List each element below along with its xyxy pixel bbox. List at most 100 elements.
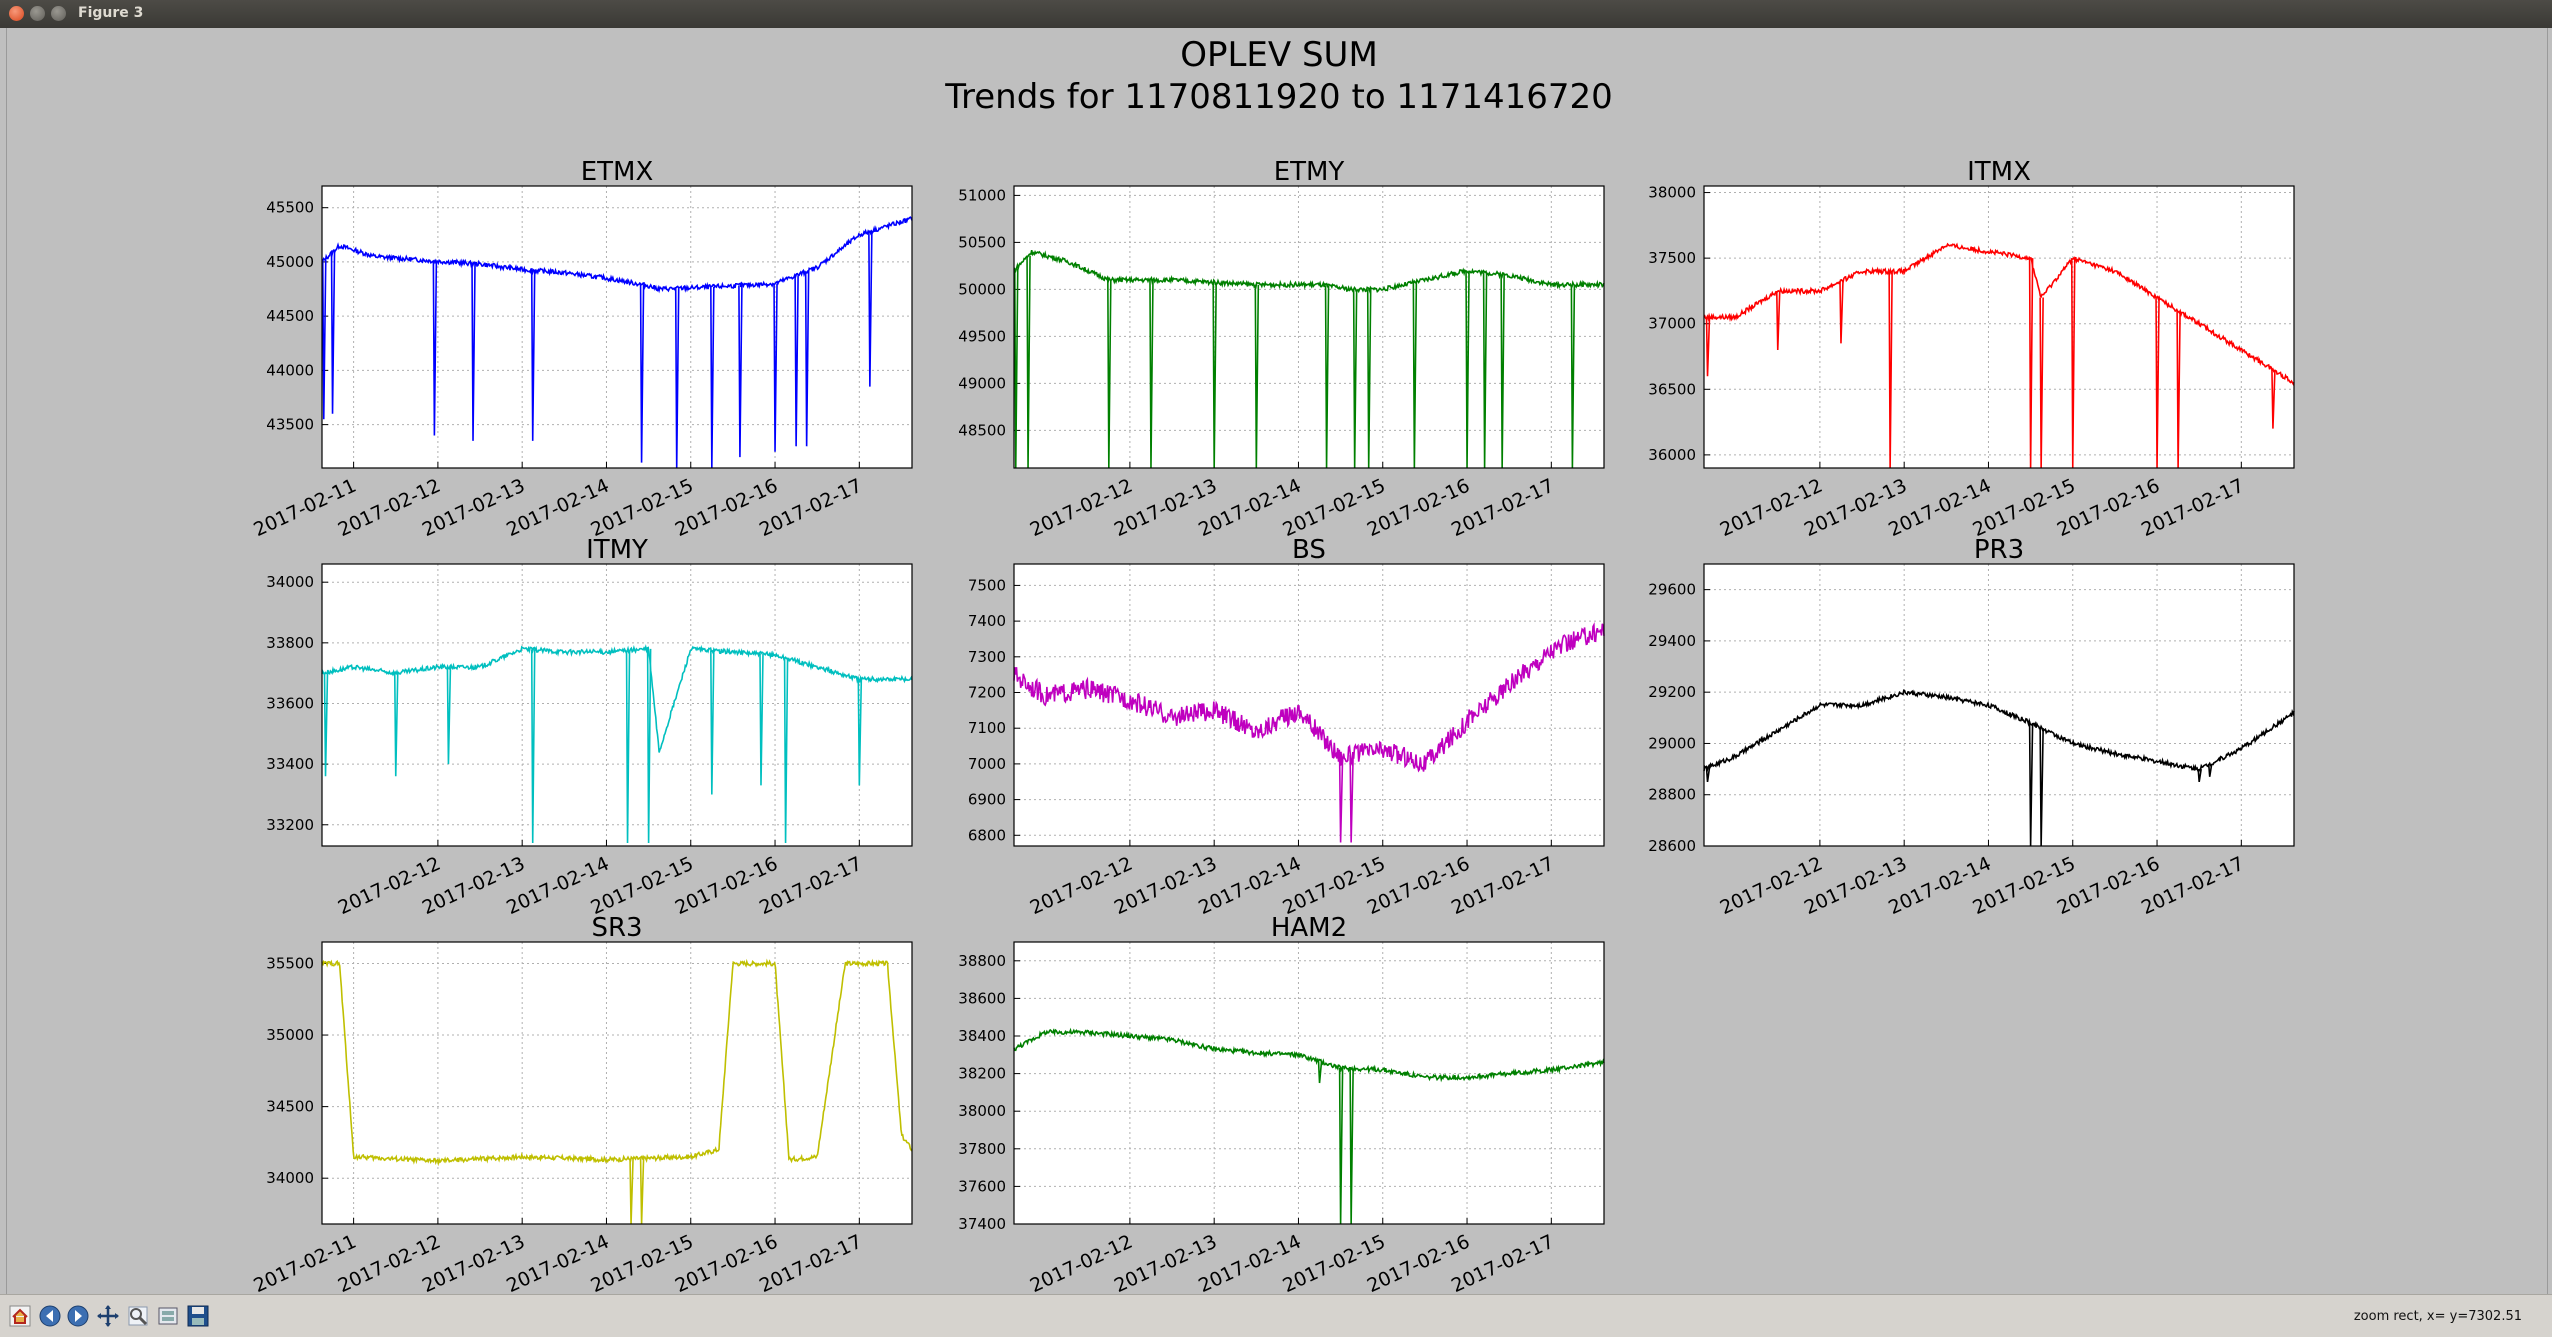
y-tick-label: 45500: [266, 199, 314, 217]
y-tick-label: 38000: [958, 1102, 1006, 1120]
data-line-pr3: [1703, 689, 2295, 773]
data-dip: [323, 672, 329, 777]
zoom-icon[interactable]: [126, 1304, 150, 1328]
y-tick-label: 44500: [266, 307, 314, 325]
data-dip: [446, 667, 452, 765]
y-tick-label: 37600: [958, 1177, 1006, 1195]
y-tick-label: 7300: [968, 648, 1006, 666]
minimize-window-button[interactable]: [30, 6, 45, 21]
y-tick-label: 37500: [1648, 249, 1696, 267]
subplot-ham2: 37400 37600 37800 38000 38200 38400 38600 38800…: [958, 913, 1605, 1297]
y-tick-label: 6900: [968, 791, 1006, 809]
data-line-sr3: [321, 958, 913, 1167]
plot-frame: [321, 941, 913, 1225]
subplot-itmx: 36000365003700037500380002017-02-122017-…: [1648, 157, 2295, 541]
y-tick-label: 48500: [958, 421, 1006, 439]
y-tick-label: 7100: [968, 719, 1006, 737]
subplot-title: ITMX: [1967, 157, 2031, 187]
y-tick-label: 33400: [266, 755, 314, 773]
pan-icon[interactable]: [96, 1304, 120, 1328]
plot-frame: [1013, 563, 1605, 847]
save-icon[interactable]: [186, 1304, 210, 1328]
data-line-itmx: [1703, 242, 2295, 386]
y-tick-label: 29400: [1648, 632, 1696, 650]
y-tick-label: 44000: [266, 361, 314, 379]
subplot-title: HAM2: [1271, 913, 1347, 943]
y-tick-label: 33600: [266, 694, 314, 712]
data-dip: [1349, 754, 1354, 843]
subplot-sr3: 340003450035000355002017-02-112017-02-12…: [250, 913, 913, 1297]
navigation-toolbar: zoom rect, x= y=7302.51: [0, 1294, 2552, 1337]
y-tick-label: 49500: [958, 327, 1006, 345]
plot-frame: [1013, 185, 1605, 469]
y-tick-label: 49000: [958, 374, 1006, 392]
plot-area: [1014, 942, 1604, 1224]
y-tick-label: 36500: [1648, 380, 1696, 398]
subplot-title: ITMY: [586, 535, 648, 565]
subplot-pr3: 2860028800290002920029400296002017-02-12…: [1648, 535, 2295, 919]
subplot-title: PR3: [1974, 535, 2024, 565]
configure-icon[interactable]: [156, 1304, 180, 1328]
plot-frame: [1703, 185, 2295, 469]
y-tick-label: 33200: [266, 816, 314, 834]
subplot-title: SR3: [591, 913, 642, 943]
y-tick-label: 7000: [968, 755, 1006, 773]
data-dip: [1839, 281, 1844, 344]
subplot-title: ETMX: [581, 157, 654, 187]
plot-area: [1704, 186, 2294, 468]
plot-area: [322, 942, 912, 1224]
data-line-ham2: [1013, 1027, 1605, 1083]
data-dip: [2197, 768, 2202, 783]
y-tick-label: 38200: [958, 1065, 1006, 1083]
forward-icon[interactable]: [66, 1304, 90, 1328]
y-tick-label: 29000: [1648, 734, 1696, 752]
plot-area: [322, 564, 912, 846]
plot-area: [1014, 186, 1604, 468]
status-message: zoom rect, x= y=7302.51: [2353, 1309, 2522, 1324]
data-dip: [2271, 369, 2276, 429]
y-tick-label: 34000: [266, 573, 314, 591]
subplot-etmy: 4850049000495005000050500510002017-02-12…: [958, 157, 1605, 541]
y-tick-label: 37800: [958, 1140, 1006, 1158]
data-line-etmx: [321, 216, 913, 294]
data-dip: [330, 252, 336, 414]
maximize-window-button[interactable]: [51, 6, 66, 21]
y-tick-label: 38400: [958, 1027, 1006, 1045]
data-line-itmy: [321, 644, 913, 753]
y-tick-label: 28800: [1648, 786, 1696, 804]
y-tick-label: 38600: [958, 989, 1006, 1007]
data-dip: [2207, 763, 2213, 777]
subplot-etmx: 43500440004450045000455002017-02-112017-…: [250, 157, 913, 541]
plot-frame: [321, 563, 913, 847]
y-tick-label: 33800: [266, 634, 314, 652]
back-icon[interactable]: [38, 1304, 62, 1328]
y-tick-label: 43500: [266, 416, 314, 434]
subplot-title: BS: [1292, 535, 1326, 565]
y-tick-label: 7500: [968, 576, 1006, 594]
y-tick-label: 29200: [1648, 683, 1696, 701]
y-tick-label: 34500: [266, 1098, 314, 1116]
y-tick-label: 50000: [958, 280, 1006, 298]
y-tick-label: 45000: [266, 253, 314, 271]
window-titlebar: Figure 3: [0, 0, 2552, 28]
y-tick-label: 38000: [1648, 184, 1696, 202]
figure-svg: OPLEV SUM Trends for 1170811920 to 11714…: [250, 35, 2295, 1297]
figure-canvas[interactable]: OPLEV SUM Trends for 1170811920 to 11714…: [6, 28, 2548, 1297]
y-tick-label: 34000: [266, 1169, 314, 1187]
figure-subtitle: Trends for 1170811920 to 1171416720: [944, 77, 1613, 117]
y-tick-label: 37400: [958, 1215, 1006, 1233]
data-dip: [1705, 317, 1711, 377]
data-dip: [1705, 767, 1711, 783]
home-icon[interactable]: [8, 1304, 32, 1328]
y-tick-label: 38800: [958, 952, 1006, 970]
plot-frame: [1703, 563, 2295, 847]
data-dip: [1317, 1061, 1323, 1084]
close-window-button[interactable]: [9, 6, 24, 21]
subplots-group: 43500440004450045000455002017-02-112017-…: [250, 157, 2295, 1297]
data-dip: [393, 673, 399, 777]
data-dip: [857, 679, 863, 786]
y-tick-label: 35500: [266, 954, 314, 972]
y-tick-label: 28600: [1648, 837, 1696, 855]
plot-frame: [321, 185, 913, 469]
y-tick-label: 35000: [266, 1026, 314, 1044]
